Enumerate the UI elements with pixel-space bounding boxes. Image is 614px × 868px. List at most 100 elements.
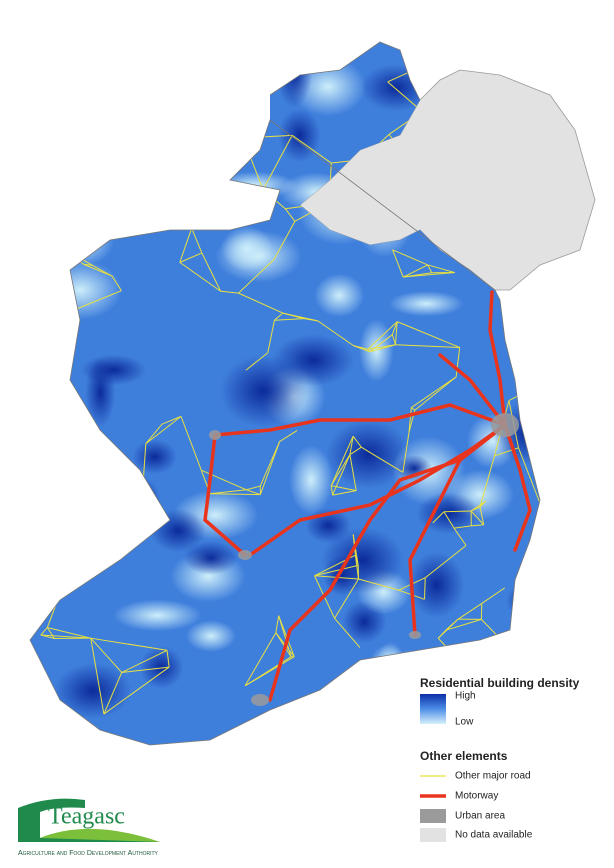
high-density-patch <box>278 108 321 163</box>
major-road <box>479 506 485 525</box>
major-road <box>61 211 80 234</box>
major-road <box>90 637 123 673</box>
low-density-patch <box>38 260 122 320</box>
legend-title: Residential building density <box>420 676 580 690</box>
high-density-patch <box>508 695 540 741</box>
major-road <box>118 70 142 88</box>
major-road <box>139 66 142 71</box>
major-road <box>63 446 99 483</box>
legend-title: Other elements <box>420 749 508 763</box>
major-road <box>349 446 362 456</box>
logo-name: Teagasc <box>48 804 125 830</box>
density-ramp <box>420 694 446 724</box>
legend-low: Low <box>455 717 474 728</box>
major-road <box>414 376 457 411</box>
major-road <box>352 725 401 738</box>
major-road <box>400 722 434 738</box>
major-road <box>56 170 98 219</box>
major-road <box>471 524 484 527</box>
major-road <box>161 415 182 425</box>
low-density-patch <box>289 445 334 515</box>
major-road <box>145 415 182 445</box>
major-road <box>210 493 261 496</box>
major-road <box>317 320 354 347</box>
major-road <box>443 511 455 529</box>
major-road <box>367 321 398 350</box>
major-road <box>282 312 305 320</box>
major-road <box>411 376 457 408</box>
major-road <box>118 76 133 88</box>
low-density-patch <box>364 677 419 738</box>
major-road <box>402 432 410 473</box>
major-road <box>146 132 180 150</box>
low-density-patch <box>369 644 407 684</box>
major-road <box>273 221 296 260</box>
major-road <box>336 715 401 738</box>
major-road <box>361 446 404 473</box>
major-road <box>56 170 63 213</box>
major-road <box>145 423 163 445</box>
high-density-patch <box>505 582 540 619</box>
major-road <box>453 525 472 529</box>
major-road <box>284 208 296 222</box>
major-road <box>73 86 120 106</box>
major-road <box>332 490 357 496</box>
major-road <box>140 218 192 229</box>
major-road <box>96 191 103 218</box>
major-road <box>98 481 143 499</box>
major-road <box>90 638 105 715</box>
major-road <box>96 217 142 220</box>
major-road <box>392 249 404 278</box>
low-density-patch <box>388 291 464 317</box>
high-density-patch <box>183 540 239 575</box>
major-road <box>399 706 421 737</box>
major-road <box>453 527 467 546</box>
major-road <box>275 615 280 633</box>
major-road <box>83 263 93 266</box>
high-density-patch <box>325 419 411 489</box>
major-road <box>455 347 461 377</box>
major-road <box>178 137 244 150</box>
low-density-patch <box>327 696 370 728</box>
high-density-patch <box>132 439 178 475</box>
major-road <box>391 334 396 345</box>
high-density-patch <box>396 455 433 482</box>
major-road <box>400 728 429 738</box>
major-road <box>391 321 398 335</box>
low-density-patch <box>94 487 156 540</box>
major-road <box>330 485 334 496</box>
major-road <box>367 344 396 350</box>
major-road <box>245 352 269 371</box>
major-road <box>67 80 120 88</box>
major-road <box>410 685 421 707</box>
legend-item: Other major road <box>455 771 531 782</box>
coastline <box>29 41 541 746</box>
low-density-patch <box>113 599 202 632</box>
major-road <box>246 485 261 491</box>
major-road <box>349 436 354 455</box>
legend-item: Motorway <box>455 791 498 802</box>
major-road <box>77 290 122 310</box>
high-density-patch <box>149 508 207 553</box>
major-road <box>276 715 337 740</box>
major-road <box>518 447 540 505</box>
high-density-patch <box>95 119 164 145</box>
major-road <box>354 555 360 580</box>
major-road <box>132 66 141 78</box>
major-road <box>244 632 277 686</box>
major-road <box>481 587 506 604</box>
high-density-patch <box>122 477 161 527</box>
low-density-patch <box>91 92 128 121</box>
major-road <box>132 69 197 78</box>
major-road <box>470 500 487 512</box>
major-road <box>395 344 460 348</box>
major-road <box>179 252 203 263</box>
major-road <box>392 249 428 266</box>
major-road <box>121 666 170 673</box>
legend-high: High <box>455 691 476 702</box>
major-road <box>86 481 99 495</box>
major-road <box>132 70 142 78</box>
major-road <box>358 578 399 591</box>
high-density-patch <box>408 551 465 619</box>
major-road <box>330 435 354 486</box>
